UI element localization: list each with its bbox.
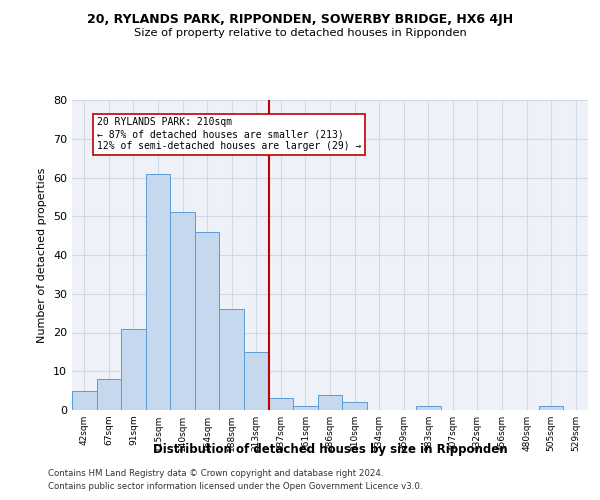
Text: Distribution of detached houses by size in Ripponden: Distribution of detached houses by size … [152,442,508,456]
Bar [220,309,244,410]
Y-axis label: Number of detached properties: Number of detached properties [37,168,47,342]
Bar [195,232,220,410]
Bar [146,174,170,410]
Bar [318,394,342,410]
Bar [269,398,293,410]
Bar [97,379,121,410]
Bar [342,402,367,410]
Bar [170,212,195,410]
Bar [416,406,440,410]
Text: 20, RYLANDS PARK, RIPPONDEN, SOWERBY BRIDGE, HX6 4JH: 20, RYLANDS PARK, RIPPONDEN, SOWERBY BRI… [87,12,513,26]
Text: Contains public sector information licensed under the Open Government Licence v3: Contains public sector information licen… [48,482,422,491]
Bar [539,406,563,410]
Bar [293,406,318,410]
Text: Size of property relative to detached houses in Ripponden: Size of property relative to detached ho… [134,28,466,38]
Bar [72,390,97,410]
Text: Contains HM Land Registry data © Crown copyright and database right 2024.: Contains HM Land Registry data © Crown c… [48,468,383,477]
Bar [244,352,269,410]
Bar [121,328,146,410]
Text: 20 RYLANDS PARK: 210sqm
← 87% of detached houses are smaller (213)
12% of semi-d: 20 RYLANDS PARK: 210sqm ← 87% of detache… [97,118,361,150]
